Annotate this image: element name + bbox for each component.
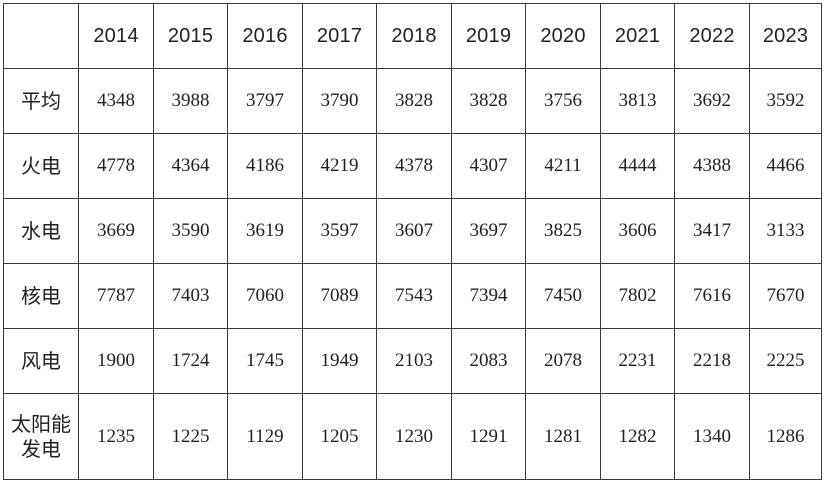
table-cell: 2083 <box>451 328 526 394</box>
header-row: 2014 2015 2016 2017 2018 2019 2020 2021 … <box>3 3 822 69</box>
year-header-2019: 2019 <box>451 3 526 69</box>
table-cell: 3825 <box>525 198 601 264</box>
table-cell: 7543 <box>376 263 452 329</box>
table-cell: 3692 <box>674 68 750 134</box>
table-cell: 3597 <box>302 198 377 264</box>
table-cell: 1205 <box>302 393 377 480</box>
year-header-2022: 2022 <box>674 3 750 69</box>
table-cell: 7802 <box>600 263 675 329</box>
table-cell: 4364 <box>153 133 228 199</box>
year-header-2017: 2017 <box>302 3 377 69</box>
table-cell: 3669 <box>78 198 154 264</box>
row-label-hydro: 水电 <box>3 198 79 264</box>
table-cell: 3797 <box>227 68 303 134</box>
table-cell: 3590 <box>153 198 228 264</box>
table-cell: 2078 <box>525 328 601 394</box>
table-cell: 1282 <box>600 393 675 480</box>
table-cell: 1225 <box>153 393 228 480</box>
table-cell: 4466 <box>749 133 822 199</box>
table-cell: 3813 <box>600 68 675 134</box>
table-row-wind: 风电 1900 1724 1745 1949 2103 2083 2078 22… <box>3 328 822 394</box>
table-cell: 1235 <box>78 393 154 480</box>
table-cell: 1949 <box>302 328 377 394</box>
table-cell: 2225 <box>749 328 822 394</box>
table-cell: 3828 <box>376 68 452 134</box>
table-cell: 3790 <box>302 68 377 134</box>
table-cell: 7394 <box>451 263 526 329</box>
table-cell: 7089 <box>302 263 377 329</box>
table-cell: 4219 <box>302 133 377 199</box>
table-cell: 1900 <box>78 328 154 394</box>
year-header-2016: 2016 <box>227 3 303 69</box>
year-header-2020: 2020 <box>525 3 601 69</box>
table-cell: 1724 <box>153 328 228 394</box>
table-cell: 3756 <box>525 68 601 134</box>
table-cell: 3619 <box>227 198 303 264</box>
table-cell: 4444 <box>600 133 675 199</box>
table-cell: 1340 <box>674 393 750 480</box>
row-label-solar-line-1: 太阳能 <box>11 411 71 436</box>
table-row-thermal: 火电 4778 4364 4186 4219 4378 4307 4211 44… <box>3 133 822 199</box>
table-cell: 4307 <box>451 133 526 199</box>
table-cell: 3607 <box>376 198 452 264</box>
row-label-wind: 风电 <box>3 328 79 394</box>
table-cell: 2218 <box>674 328 750 394</box>
table-cell: 4778 <box>78 133 154 199</box>
table-cell: 3133 <box>749 198 822 264</box>
row-label-nuclear: 核电 <box>3 263 79 329</box>
table-cell: 1286 <box>749 393 822 480</box>
table-cell: 3417 <box>674 198 750 264</box>
year-header-2015: 2015 <box>153 3 228 69</box>
table-row-hydro: 水电 3669 3590 3619 3597 3607 3697 3825 36… <box>3 198 822 264</box>
row-label-average: 平均 <box>3 68 79 134</box>
row-label-solar: 太阳能 发电 <box>3 393 79 480</box>
year-header-2023: 2023 <box>749 3 822 69</box>
table-cell: 4378 <box>376 133 452 199</box>
table-cell: 7060 <box>227 263 303 329</box>
table-cell: 7616 <box>674 263 750 329</box>
year-header-2014: 2014 <box>78 3 154 69</box>
table-cell: 7787 <box>78 263 154 329</box>
table-cell: 3988 <box>153 68 228 134</box>
table-row-average: 平均 4348 3988 3797 3790 3828 3828 3756 38… <box>3 68 822 134</box>
table-cell: 3592 <box>749 68 822 134</box>
table-cell: 4348 <box>78 68 154 134</box>
table-cell: 4186 <box>227 133 303 199</box>
year-header-2018: 2018 <box>376 3 452 69</box>
table-cell: 1745 <box>227 328 303 394</box>
table-row-solar: 太阳能 发电 1235 1225 1129 1205 1230 1291 128… <box>3 393 822 480</box>
table-cell: 3606 <box>600 198 675 264</box>
table-cell: 2103 <box>376 328 452 394</box>
table-cell: 3697 <box>451 198 526 264</box>
table-cell: 7450 <box>525 263 601 329</box>
table-cell: 4388 <box>674 133 750 199</box>
row-label-solar-line-2: 发电 <box>21 436 61 461</box>
table-cell: 2231 <box>600 328 675 394</box>
year-header-2021: 2021 <box>600 3 675 69</box>
table-cell: 7670 <box>749 263 822 329</box>
corner-cell <box>3 3 79 69</box>
table-cell: 1129 <box>227 393 303 480</box>
table-cell: 3828 <box>451 68 526 134</box>
table-cell: 1281 <box>525 393 601 480</box>
row-label-thermal: 火电 <box>3 133 79 199</box>
table-cell: 4211 <box>525 133 601 199</box>
table-cell: 1230 <box>376 393 452 480</box>
table-cell: 1291 <box>451 393 526 480</box>
table-row-nuclear: 核电 7787 7403 7060 7089 7543 7394 7450 78… <box>3 263 822 329</box>
data-table: 2014 2015 2016 2017 2018 2019 2020 2021 … <box>3 3 822 480</box>
table-cell: 7403 <box>153 263 228 329</box>
